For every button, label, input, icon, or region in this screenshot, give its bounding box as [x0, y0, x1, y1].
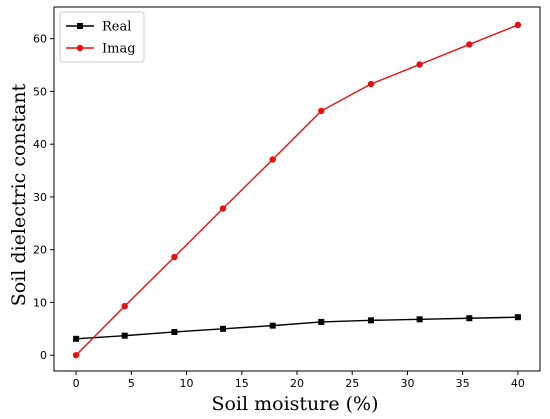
legend-marker-real	[77, 23, 83, 29]
data-point-real	[466, 315, 473, 322]
data-point-real	[219, 325, 226, 332]
x-tick-label: 35	[456, 377, 470, 390]
data-point-real	[514, 314, 521, 321]
x-tick-label: 15	[235, 377, 249, 390]
y-axis-title: Soil dielectric constant	[8, 83, 30, 306]
data-point-real	[73, 335, 80, 342]
data-point-real	[318, 318, 325, 325]
legend: Real Imag	[59, 11, 145, 63]
data-point-imag	[514, 21, 522, 29]
data-point-imag	[171, 253, 178, 261]
y-tick-label: 0	[40, 349, 47, 362]
data-point-imag	[121, 302, 128, 310]
data-point-real	[121, 332, 128, 339]
data-point-imag	[367, 80, 375, 88]
series-line-imag	[75, 24, 519, 356]
y-tick-label: 40	[33, 138, 47, 151]
legend-label-imag: Imag	[102, 42, 136, 57]
x-tick-label: 25	[345, 377, 359, 390]
x-tick-label: 20	[290, 377, 304, 390]
data-point-imag	[318, 107, 325, 115]
x-tick-label: 30	[400, 377, 414, 390]
data-point-imag	[269, 156, 276, 163]
x-tick-label: 5	[128, 377, 135, 390]
legend-label-real: Real	[102, 20, 131, 35]
x-tick-label: 0	[73, 377, 80, 390]
series-line-real	[76, 316, 518, 340]
x-axis-title: Soil moisture (%)	[211, 393, 378, 415]
data-point-real	[269, 322, 276, 329]
axes: 0 5 10 15 20 25 30 35 40 0 10 20 30 40 50 60	[33, 6, 541, 390]
data-point-real	[171, 328, 178, 335]
data-point-real	[416, 316, 423, 323]
x-tick-label: 40	[511, 377, 525, 390]
y-tick-label: 10	[33, 296, 47, 309]
y-tick-label: 60	[33, 33, 47, 46]
data-point-imag	[466, 41, 473, 48]
y-tick-label: 20	[33, 244, 47, 257]
legend-marker-imag	[76, 44, 84, 52]
data-point-imag	[72, 351, 80, 359]
data-point-imag	[219, 205, 227, 212]
data-point-imag	[416, 61, 423, 68]
plot-area	[72, 21, 522, 359]
x-tick-label: 10	[180, 377, 194, 390]
data-point-real	[368, 317, 375, 324]
y-tick-label: 50	[33, 85, 47, 98]
y-tick-label: 30	[33, 191, 47, 204]
